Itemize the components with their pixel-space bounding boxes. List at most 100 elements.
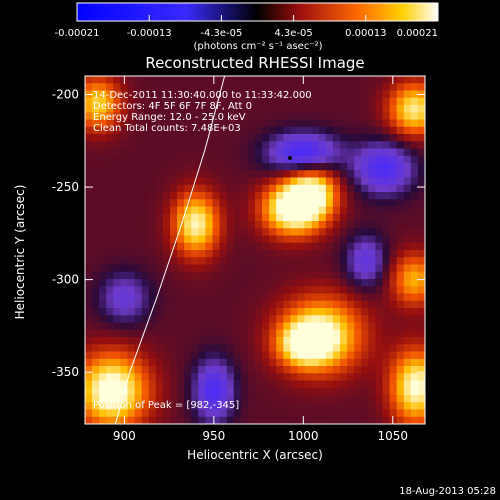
heatmap-cell	[134, 134, 143, 142]
heatmap-cell	[212, 409, 221, 418]
heatmap-cell	[247, 279, 256, 287]
heatmap-cell	[340, 213, 348, 222]
heatmap-cell	[141, 126, 150, 135]
heatmap-cell	[162, 76, 171, 84]
heatmap-cell	[205, 228, 214, 237]
heatmap-cell	[120, 366, 129, 374]
heatmap-cell	[403, 286, 412, 295]
heatmap-cell	[155, 293, 164, 302]
heatmap-cell	[233, 199, 242, 208]
heatmap-cell	[219, 286, 228, 295]
heatmap-cell	[382, 126, 391, 135]
heatmap-cell	[212, 380, 221, 389]
heatmap-cell	[354, 126, 362, 135]
heatmap-cell	[297, 177, 306, 186]
heatmap-cell	[198, 177, 207, 186]
heatmap-cell	[247, 105, 256, 113]
heatmap-cell	[410, 264, 419, 273]
heatmap-cell	[106, 257, 114, 266]
heatmap-cell	[347, 105, 355, 113]
heatmap-cell	[106, 315, 114, 324]
heatmap-cell	[410, 416, 419, 424]
heatmap-cell	[269, 250, 277, 258]
heatmap-cell	[389, 257, 398, 266]
heatmap-cell	[311, 83, 320, 92]
heatmap-cell	[148, 329, 157, 338]
heatmap-cell	[417, 228, 425, 237]
heatmap-cell	[106, 250, 114, 258]
heatmap-cell	[106, 105, 114, 113]
heatmap-cell	[368, 279, 377, 287]
heatmap-cell	[184, 97, 192, 106]
heatmap-cell	[170, 380, 178, 389]
heatmap-cell	[389, 380, 398, 389]
heatmap-cell	[120, 351, 129, 360]
heatmap-cell	[141, 279, 150, 287]
heatmap-cell	[198, 119, 207, 128]
heatmap-cell	[226, 235, 235, 244]
heatmap-cell	[106, 279, 114, 287]
heatmap-cell	[233, 315, 242, 324]
heatmap-cell	[283, 155, 292, 164]
heatmap-cell	[410, 155, 419, 164]
heatmap-cell	[347, 126, 355, 135]
heatmap-cell	[269, 279, 277, 287]
heatmap-cell	[106, 141, 114, 150]
heatmap-cell	[198, 315, 207, 324]
heatmap-cell	[325, 76, 334, 84]
heatmap-cell	[99, 286, 107, 295]
heatmap-cell	[85, 170, 93, 179]
heatmap-cell	[396, 395, 405, 403]
heatmap-cell	[219, 315, 228, 324]
heatmap-cell	[368, 242, 377, 251]
heatmap-cell	[332, 329, 341, 338]
heatmap-cell	[332, 250, 341, 258]
heatmap-cell	[120, 105, 129, 113]
heatmap-cell	[290, 134, 299, 142]
heatmap-cell	[155, 373, 164, 382]
heatmap-cell	[127, 416, 136, 424]
heatmap-cell	[361, 126, 369, 135]
heatmap-cell	[389, 308, 398, 316]
heatmap-cell	[311, 192, 320, 200]
heatmap-cell	[262, 177, 270, 186]
heatmap-cell	[184, 322, 192, 331]
heatmap-cell	[403, 141, 412, 150]
heatmap-cell	[134, 416, 143, 424]
heatmap-cell	[311, 315, 320, 324]
heatmap-cell	[170, 402, 178, 411]
heatmap-cell	[417, 199, 425, 208]
heatmap-cell	[212, 279, 221, 287]
heatmap-cell	[85, 380, 93, 389]
heatmap-cell	[417, 344, 425, 353]
heatmap-cell	[219, 322, 228, 331]
heatmap-cell	[375, 279, 384, 287]
heatmap-cell	[361, 308, 369, 316]
heatmap-cell	[297, 271, 306, 280]
heatmap-cell	[226, 279, 235, 287]
heatmap-cell	[325, 119, 334, 128]
heatmap-cell	[212, 308, 221, 316]
heatmap-cell	[155, 380, 164, 389]
heatmap-cell	[127, 141, 136, 150]
heatmap-cell	[127, 148, 136, 157]
heatmap-cell	[347, 409, 355, 418]
heatmap-cell	[389, 155, 398, 164]
heatmap-cell	[191, 221, 199, 229]
heatmap-cell	[226, 112, 235, 121]
heatmap-cell	[311, 184, 320, 193]
heatmap-cell	[311, 264, 320, 273]
heatmap-cell	[134, 402, 143, 411]
heatmap-cell	[240, 409, 249, 418]
heatmap-cell	[113, 221, 122, 229]
y-axis-label: Heliocentric Y (arcsec)	[13, 185, 27, 320]
heatmap-cell	[205, 366, 214, 374]
heatmap-cell	[106, 286, 114, 295]
heatmap-cell	[155, 112, 164, 121]
heatmap-cell	[85, 163, 93, 171]
heatmap-cell	[340, 409, 348, 418]
heatmap-cell	[198, 163, 207, 171]
heatmap-cell	[311, 206, 320, 215]
heatmap-cell	[417, 112, 425, 121]
heatmap-cell	[120, 373, 129, 382]
